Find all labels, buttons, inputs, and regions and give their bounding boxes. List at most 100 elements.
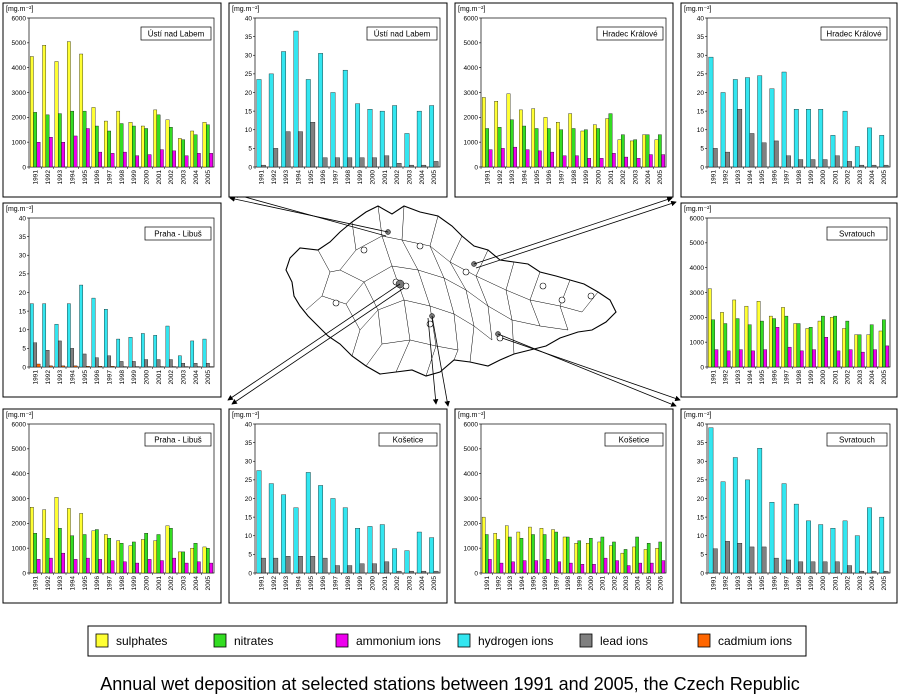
y-tick-label: 3000 [12,496,27,503]
bar-ammonium-ions [626,565,631,574]
bar-ammonium-ions [135,155,140,168]
bar-sulphates [707,288,712,368]
bar-sulphates [654,139,659,168]
y-tick-label: 3000 [464,90,479,97]
x-tick-label: 2000 [820,170,827,185]
x-tick-label: 1991 [258,170,265,185]
x-tick-label: 2001 [832,170,839,185]
x-tick-label: 2001 [156,576,163,591]
bar-nitrates [565,536,570,574]
bar-nitrates [559,129,564,168]
bar-lead-ions [798,159,804,168]
chart-panel-9: [mg.m⁻²] 0 1000 2000 3000 4000 5000 6000 1991 199… [454,408,674,604]
bar-ammonium-ions [574,155,579,168]
x-tick-label: 1998 [119,170,126,185]
bar-nitrates [119,123,124,168]
bar-ammonium-ions [636,158,641,168]
legend-label: ammonium ions [356,634,441,648]
x-tick-label: 1996 [320,576,327,591]
bar-hydrogen-ions [318,485,324,574]
legend-swatch [335,633,349,648]
bar-hydrogen-ions [342,69,348,168]
bar-ammonium-ions [860,351,865,368]
x-tick-label: 1997 [106,170,113,185]
x-tick-label: 1997 [332,170,339,185]
legend-label: hydrogen ions [478,634,553,648]
bar-lead-ions [421,164,427,168]
bar-sulphates [555,122,560,168]
y-tick-label: 6000 [690,215,705,222]
x-tick-label: 2000 [369,170,376,185]
x-tick-label: 1996 [771,370,778,385]
y-tick-label: 10 [245,127,253,134]
x-tick-label: 2005 [205,170,212,185]
district-border [329,221,357,273]
bar-ammonium-ions [787,346,792,368]
bar-ammonium-ions [848,349,853,368]
bar-nitrates [168,127,173,168]
x-tick-label: 1994 [69,576,76,591]
y-tick-label: 0 [22,570,26,577]
bar-hydrogen-ions [781,71,787,168]
district-border [539,305,569,331]
x-tick-label: 1998 [119,370,126,385]
bar-ammonium-ions [557,561,562,574]
x-tick-label: 2002 [394,170,401,185]
bar-lead-ions [384,155,390,168]
bar-hydrogen-ions [806,109,811,168]
x-tick-label: 2001 [832,370,839,385]
bar-lead-ions [310,556,316,574]
bar-nitrates [760,320,764,368]
y-tick-label: 2000 [464,521,479,528]
x-tick-label: 1995 [308,170,315,185]
x-tick-label: 2003 [180,576,187,591]
bar-sulphates [609,545,613,574]
bar-sulphates [190,547,195,574]
bar-ammonium-ions [61,552,66,574]
bar-ammonium-ions [196,561,201,574]
bar-nitrates [522,125,527,168]
bar-cadmium-ions [85,366,90,368]
y-tick-label: 2000 [690,315,705,322]
bar-ammonium-ions [196,153,201,168]
bar-nitrates [796,323,801,368]
bar-hydrogen-ions [367,526,373,574]
bar-lead-ions [761,142,767,168]
bar-sulphates [116,540,121,574]
bar-lead-ions [119,361,124,368]
station-arrow [427,317,439,405]
x-tick-label: 2000 [369,576,376,591]
bar-nitrates [94,529,99,574]
x-tick-label: 2005 [657,170,664,185]
bar-sulphates [66,508,71,574]
chart-panel-1: [mg.m⁻²] 0 1000 2000 3000 4000 5000 6000 1991 199… [2,2,222,198]
bar-hydrogen-ions [429,105,435,168]
x-tick-label: 1996 [771,576,778,591]
x-tick-label: 1993 [283,170,290,185]
bar-ammonium-ions [738,349,743,368]
legend-item-nitrates: nitrates [213,633,273,648]
bar-ammonium-ions [599,158,604,168]
bar-ammonium-ions [534,560,538,574]
bar-nitrates [857,334,862,368]
bar-lead-ions [786,559,791,574]
bar-ammonium-ions [592,564,596,574]
bar-ammonium-ions [48,137,53,168]
legend-label: lead ions [600,634,648,648]
y-tick-label: 20 [697,496,705,503]
bar-ammonium-ions [611,153,616,168]
bar-ammonium-ions [159,149,164,168]
y-tick-label: 1000 [12,139,27,146]
y-tick-label: 35 [245,440,253,447]
y-tick-label: 5 [248,146,252,153]
bar-ammonium-ions [85,128,90,168]
bar-nitrates [635,536,639,574]
x-tick-label: 2004 [419,170,426,185]
bar-nitrates [882,319,886,368]
x-tick-label: 1992 [271,576,278,591]
bar-ammonium-ions [122,151,127,168]
x-tick-label: 2003 [623,576,630,591]
y-tick-label: 5000 [464,446,479,453]
x-tick-label: 1995 [82,170,89,185]
district-border [511,319,515,355]
